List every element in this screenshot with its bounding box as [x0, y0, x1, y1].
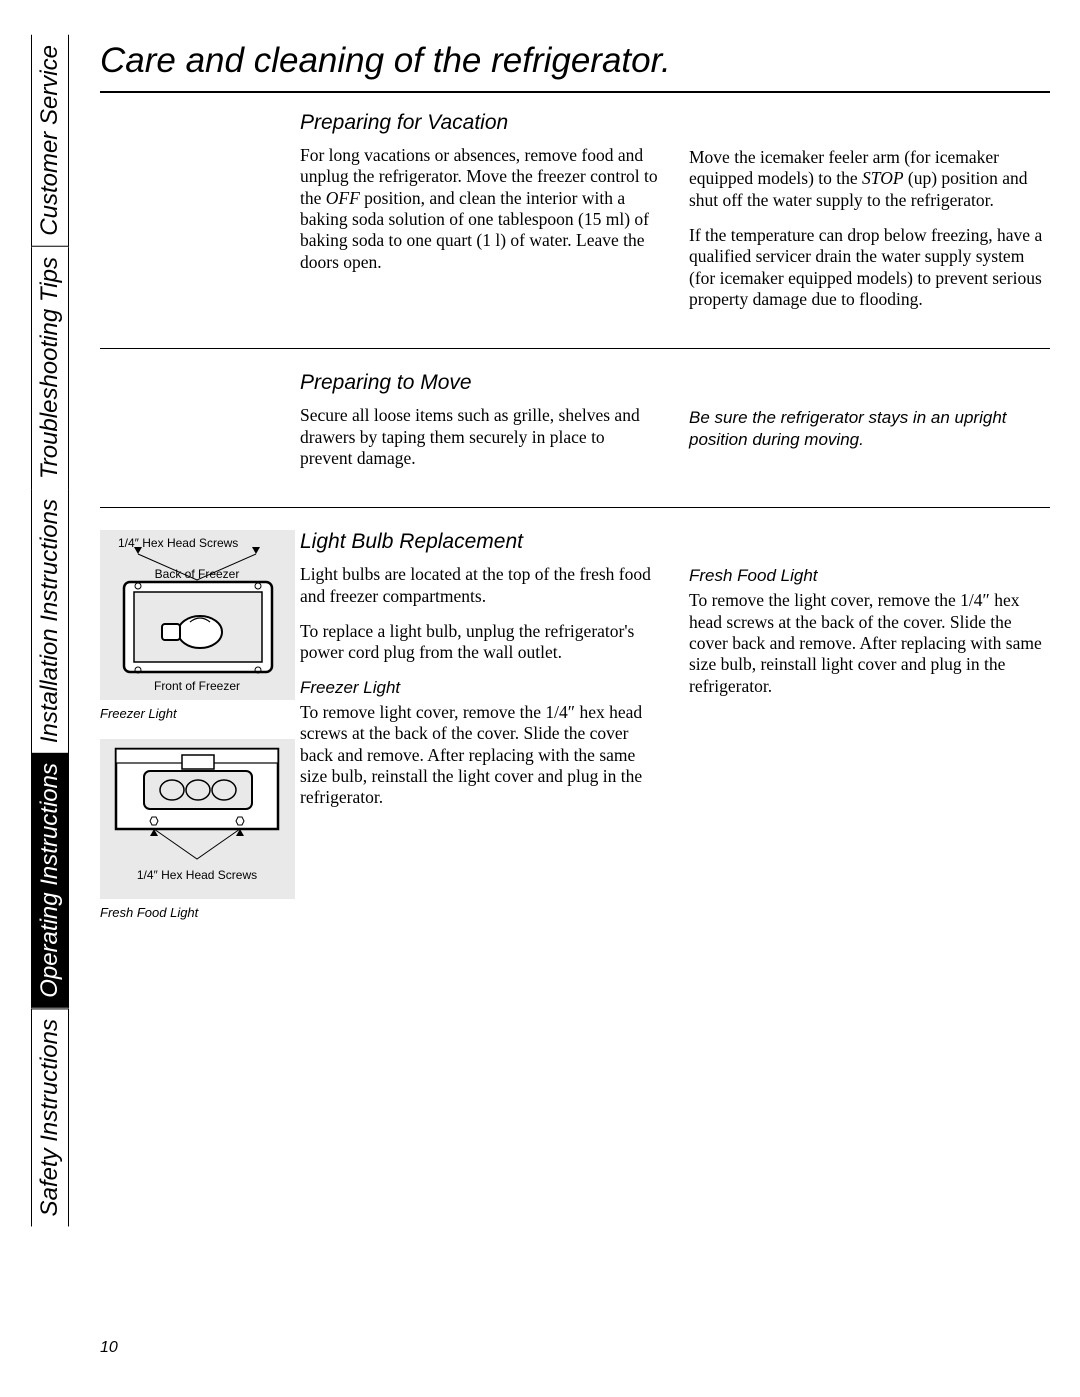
label-front-freezer: Front of Freezer: [154, 679, 240, 693]
figure-spacer: [100, 111, 300, 324]
heading-light: Light Bulb Replacement: [300, 530, 661, 554]
light-p3: To remove light cover, remove the 1/4″ h…: [300, 702, 661, 809]
subhead-fresh-food-light: Fresh Food Light: [689, 566, 1050, 586]
fresh-food-light-diagram: 1/4″ Hex Head Screws: [100, 739, 295, 899]
section-move: Preparing to Move Secure all loose items…: [100, 371, 1050, 508]
caption-freezer-light: Freezer Light: [100, 706, 288, 721]
freezer-light-diagram: Back of Freezer Front of Freezer: [100, 530, 295, 700]
section-light: 1/4″ Hex Head Screws: [100, 530, 1050, 962]
content-area: Care and cleaning of the refrigerator. P…: [70, 35, 1050, 1365]
heading-move: Preparing to Move: [300, 371, 661, 395]
tab-troubleshooting[interactable]: Troubleshooting Tips: [31, 247, 69, 489]
off-text: OFF: [326, 188, 360, 208]
figure-spacer: [100, 371, 300, 483]
section-vacation: Preparing for Vacation For long vacation…: [100, 111, 1050, 349]
side-tabs: Customer Service Troubleshooting Tips In…: [30, 35, 70, 1365]
light-p4: To remove the light cover, remove the 1/…: [689, 590, 1050, 697]
tab-safety[interactable]: Safety Instructions: [31, 1008, 69, 1226]
label-back-freezer: Back of Freezer: [155, 567, 240, 581]
tab-operating[interactable]: Operating Instructions: [31, 753, 69, 1008]
figure-fresh-food-light: 1/4″ Hex Head Screws: [100, 739, 295, 899]
page-number: 10: [100, 1339, 118, 1357]
figure-column: 1/4″ Hex Head Screws: [100, 530, 300, 938]
heading-vacation: Preparing for Vacation: [300, 111, 661, 135]
light-p1: Light bulbs are located at the top of th…: [300, 564, 661, 607]
light-p2: To replace a light bulb, unplug the refr…: [300, 621, 661, 664]
page-frame: Customer Service Troubleshooting Tips In…: [30, 35, 1050, 1365]
tab-installation[interactable]: Installation Instructions: [31, 489, 69, 753]
tab-customer-service[interactable]: Customer Service: [31, 35, 69, 247]
label-hex-screws-2: 1/4″ Hex Head Screws: [137, 868, 257, 882]
vacation-p1: For long vacations or absences, remove f…: [300, 145, 661, 273]
vacation-p2: Move the icemaker feeler arm (for icemak…: [689, 147, 1050, 211]
figure-freezer-light: 1/4″ Hex Head Screws: [100, 530, 295, 700]
caption-fresh-food-light: Fresh Food Light: [100, 905, 288, 920]
label-hex-screws: 1/4″ Hex Head Screws: [118, 536, 238, 550]
vacation-p3: If the temperature can drop below freezi…: [689, 225, 1050, 310]
page-title: Care and cleaning of the refrigerator.: [100, 35, 1050, 93]
stop-text: STOP: [862, 168, 904, 188]
subhead-freezer-light: Freezer Light: [300, 678, 661, 698]
move-p1: Secure all loose items such as grille, s…: [300, 405, 661, 469]
move-note: Be sure the refrigerator stays in an upr…: [689, 407, 1050, 450]
